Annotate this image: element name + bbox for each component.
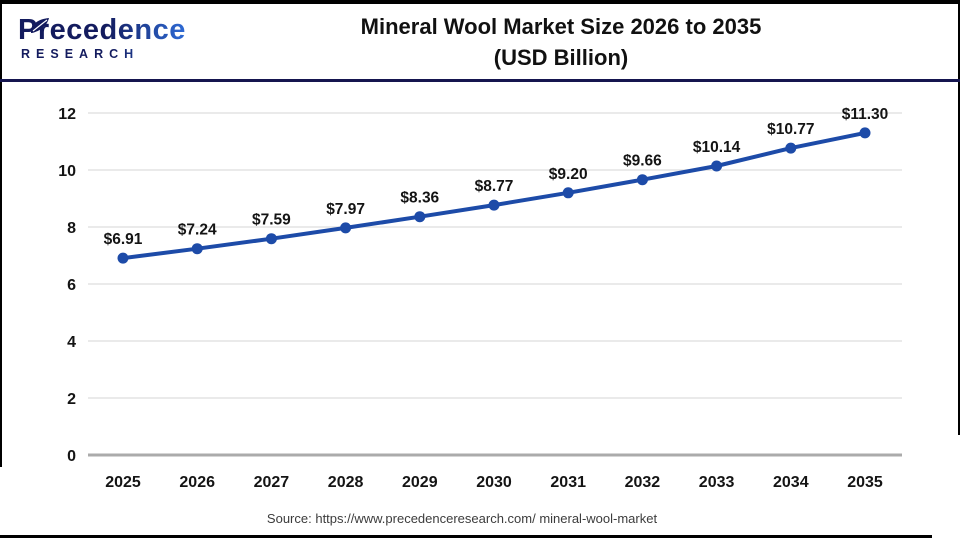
x-axis-tick-label: 2033 — [699, 474, 735, 491]
data-point-label: $7.97 — [326, 201, 365, 218]
data-point-label: $9.20 — [549, 166, 588, 183]
x-axis-tick-label: 2031 — [550, 474, 586, 491]
x-axis-tick-label: 2035 — [847, 474, 883, 491]
frame-border-right — [958, 0, 960, 435]
data-point — [488, 199, 500, 211]
y-axis-tick-label: 2 — [67, 391, 76, 408]
data-point — [636, 174, 648, 186]
data-point-label: $9.66 — [623, 153, 662, 170]
data-point-label: $6.91 — [104, 231, 143, 248]
data-point — [414, 211, 426, 223]
x-axis-tick-label: 2026 — [179, 474, 215, 491]
brand-logo: Precedence RESEARCH — [18, 16, 186, 61]
y-axis-tick-label: 12 — [58, 106, 76, 123]
data-point-label: $10.14 — [693, 139, 741, 156]
data-point — [859, 127, 871, 139]
logo-subtitle: RESEARCH — [21, 48, 186, 61]
y-axis-tick-label: 4 — [67, 334, 76, 351]
data-point — [265, 233, 277, 245]
x-axis-tick-label: 2027 — [254, 474, 290, 491]
x-axis-tick-label: 2032 — [625, 474, 661, 491]
x-axis-tick-label: 2034 — [773, 474, 809, 491]
y-axis-tick-label: 0 — [67, 448, 76, 465]
frame-border-top — [0, 0, 960, 4]
data-point-label: $7.24 — [178, 222, 217, 239]
y-axis-tick-label: 6 — [67, 277, 76, 294]
data-point — [191, 243, 203, 255]
data-point-label: $8.77 — [475, 178, 514, 195]
chart-title-line1: Mineral Wool Market Size 2026 to 2035 — [360, 14, 762, 39]
chart-title-line2: (USD Billion) — [493, 45, 629, 70]
data-point — [340, 222, 352, 234]
data-point-label: $7.59 — [252, 212, 291, 229]
source-attribution: Source: https://www.precedenceresearch.c… — [266, 511, 658, 526]
leaf-icon — [31, 18, 49, 33]
y-axis-tick-label: 10 — [58, 163, 76, 180]
data-point — [117, 252, 129, 264]
frame-border-left — [0, 0, 2, 467]
header: Precedence RESEARCH Mineral Wool Market … — [2, 4, 958, 79]
header-divider — [0, 79, 960, 82]
data-point-label: $11.30 — [842, 106, 889, 123]
data-point-label: $8.36 — [400, 190, 439, 207]
x-axis-tick-label: 2025 — [105, 474, 141, 491]
data-point-label: $10.77 — [767, 121, 814, 138]
x-axis-tick-label: 2028 — [328, 474, 364, 491]
series-line — [121, 130, 867, 261]
data-point — [711, 160, 723, 172]
frame-border-bottom — [0, 535, 932, 538]
chart-title: Mineral Wool Market Size 2026 to 2035 (U… — [184, 11, 938, 73]
x-axis-tick-label: 2030 — [476, 474, 512, 491]
x-axis-tick-label: 2029 — [402, 474, 438, 491]
data-point — [562, 187, 574, 199]
y-axis-tick-label: 8 — [67, 220, 76, 237]
data-point — [785, 142, 797, 154]
